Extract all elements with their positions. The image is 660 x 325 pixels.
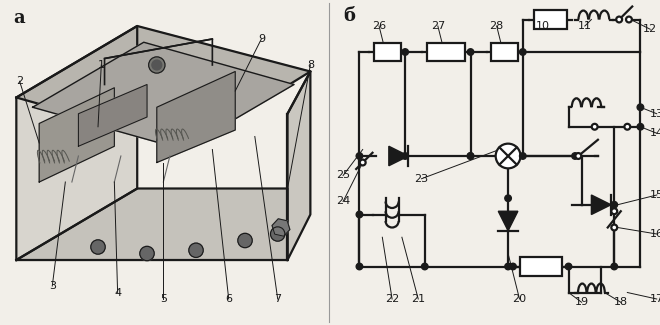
Circle shape [140, 246, 154, 261]
Bar [535, 10, 567, 29]
Circle shape [238, 233, 252, 248]
Text: 7: 7 [274, 294, 281, 304]
Circle shape [356, 211, 363, 218]
Circle shape [467, 49, 474, 55]
Circle shape [611, 263, 618, 270]
Circle shape [402, 49, 409, 55]
Circle shape [356, 263, 363, 270]
Text: 4: 4 [114, 288, 121, 297]
Text: 26: 26 [372, 21, 386, 31]
Text: 10: 10 [535, 21, 549, 31]
Polygon shape [389, 146, 409, 166]
Circle shape [271, 227, 285, 241]
Text: 6: 6 [225, 294, 232, 304]
Circle shape [576, 153, 581, 159]
Text: б: б [343, 7, 355, 25]
Text: 20: 20 [512, 294, 527, 304]
Circle shape [519, 153, 526, 159]
Text: 8: 8 [307, 60, 314, 70]
Text: 14: 14 [649, 128, 660, 138]
Circle shape [422, 263, 428, 270]
Circle shape [616, 17, 622, 22]
Circle shape [402, 153, 409, 159]
Circle shape [624, 124, 630, 130]
Text: 12: 12 [643, 24, 657, 34]
Circle shape [611, 208, 617, 214]
Text: 19: 19 [574, 297, 589, 307]
Text: 18: 18 [614, 297, 628, 307]
Polygon shape [157, 72, 235, 162]
Circle shape [152, 60, 162, 70]
Circle shape [611, 225, 617, 230]
Bar [519, 257, 562, 276]
Text: 24: 24 [336, 197, 350, 206]
Polygon shape [16, 26, 137, 260]
Circle shape [360, 160, 366, 165]
Polygon shape [288, 72, 310, 260]
Circle shape [505, 263, 512, 270]
Polygon shape [16, 26, 310, 146]
Circle shape [611, 202, 618, 208]
Text: 5: 5 [160, 294, 167, 304]
Text: 22: 22 [385, 294, 399, 304]
Circle shape [565, 263, 572, 270]
Bar [374, 43, 401, 61]
Circle shape [626, 17, 632, 22]
Text: 23: 23 [414, 174, 428, 184]
Bar [491, 43, 519, 61]
Circle shape [510, 263, 516, 270]
Polygon shape [16, 188, 288, 260]
Bar [428, 43, 465, 61]
Text: 13: 13 [649, 109, 660, 119]
Text: 21: 21 [411, 294, 425, 304]
Circle shape [148, 57, 165, 73]
Text: 16: 16 [649, 229, 660, 239]
Polygon shape [591, 195, 611, 215]
Text: 9: 9 [258, 34, 265, 44]
Text: 11: 11 [578, 21, 592, 31]
Circle shape [637, 124, 644, 130]
Circle shape [496, 144, 521, 168]
Text: 3: 3 [49, 281, 56, 291]
Circle shape [189, 243, 203, 257]
Circle shape [519, 49, 526, 55]
Polygon shape [33, 42, 294, 150]
Circle shape [592, 124, 597, 130]
Circle shape [467, 153, 474, 159]
Text: a: a [13, 9, 24, 27]
Circle shape [356, 153, 363, 159]
Polygon shape [498, 211, 518, 231]
Text: 17: 17 [649, 294, 660, 304]
Text: 27: 27 [431, 21, 445, 31]
Circle shape [637, 104, 644, 110]
Text: 1: 1 [98, 60, 105, 70]
Text: 25: 25 [336, 171, 350, 180]
Text: 28: 28 [490, 21, 504, 31]
Text: 15: 15 [649, 190, 660, 200]
Polygon shape [39, 88, 114, 182]
Circle shape [91, 240, 105, 254]
Text: 2: 2 [16, 76, 23, 86]
Circle shape [505, 195, 512, 202]
Circle shape [467, 153, 474, 159]
Circle shape [572, 153, 578, 159]
Polygon shape [79, 84, 147, 146]
